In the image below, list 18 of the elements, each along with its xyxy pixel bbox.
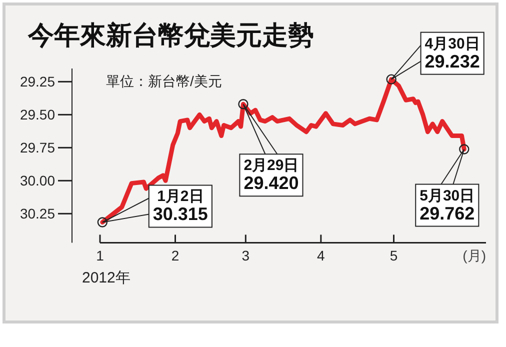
y-tick-label: 29.25 bbox=[20, 74, 56, 90]
x-tick-label: 2 bbox=[171, 248, 180, 264]
y-tick-label: 29.75 bbox=[20, 140, 56, 156]
annotation: 5月30日 29.762 bbox=[420, 187, 475, 224]
y-tick-label: 30.25 bbox=[20, 206, 56, 222]
annotation: 4月30日 29.232 bbox=[424, 35, 480, 72]
text: 2012年 bbox=[82, 270, 130, 287]
x-tick-label: 1 bbox=[96, 248, 104, 264]
x-tick-label: 3 bbox=[242, 248, 250, 264]
annotation: 2月29日 29.420 bbox=[244, 157, 299, 194]
chart-title: 今年來新台幣兌美元走勢 bbox=[27, 20, 314, 50]
chart-subtitle: 單位：新台幣/美元 bbox=[106, 73, 222, 89]
annotation: 1月2日 30.315 bbox=[152, 188, 208, 224]
x-axis-title: (月) bbox=[462, 248, 486, 264]
y-tick-label: 30.00 bbox=[20, 172, 56, 189]
x-tick-label: 5 bbox=[390, 248, 398, 264]
x-tick-label: 4 bbox=[317, 248, 326, 264]
y-tick-label: 29.50 bbox=[20, 106, 56, 123]
